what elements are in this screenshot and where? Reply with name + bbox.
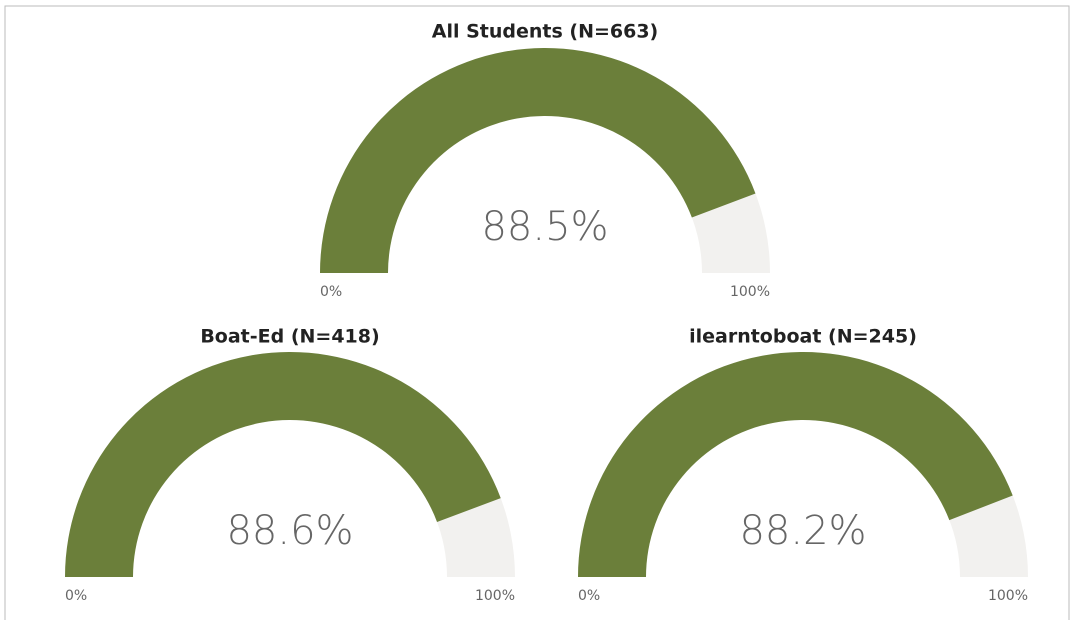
gauge-value: 88.6% [226, 508, 353, 554]
gauge-tick-label: 0% [578, 588, 600, 604]
gauge-tick-label: 0% [320, 284, 342, 300]
gauge-fill [320, 48, 756, 273]
gauge-tick-label: 100% [988, 588, 1028, 604]
gauge-title: All Students (N=663) [432, 21, 659, 43]
gauge-tick-label: 100% [730, 284, 770, 300]
gauge-tick-label: 0% [65, 588, 87, 604]
gauge-fill [65, 352, 501, 577]
gauge-fill [578, 351, 1013, 577]
frame [4, 5, 1070, 620]
gauge-value: 88.2% [739, 508, 866, 554]
gauge-tick-label: 100% [475, 588, 515, 604]
gauge-title: Boat-Ed (N=418) [200, 326, 379, 348]
gauge-title: ilearntoboat (N=245) [689, 326, 917, 348]
gauge-value: 88.5% [481, 204, 608, 250]
